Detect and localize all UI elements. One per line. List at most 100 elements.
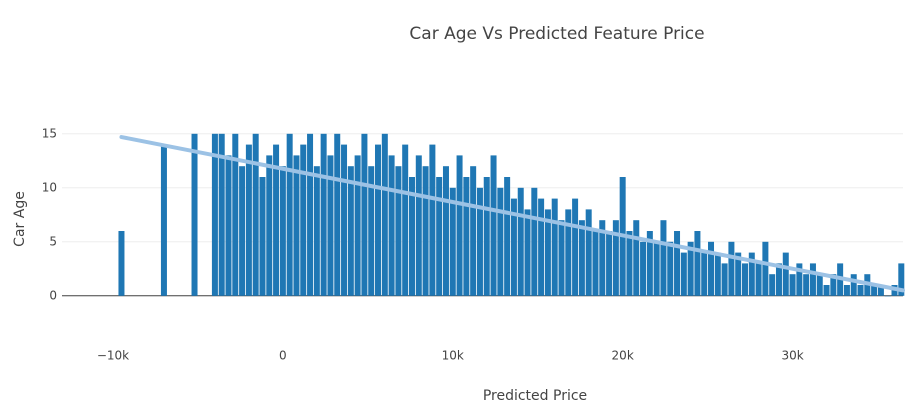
y-tick-label: 10: [42, 180, 57, 194]
bar: [531, 187, 538, 296]
bar: [313, 166, 320, 296]
bar: [694, 231, 701, 296]
bar: [191, 133, 198, 296]
y-axis-title: Car Age: [12, 191, 28, 247]
bar: [823, 285, 830, 296]
bar: [449, 187, 456, 296]
bar: [273, 144, 280, 296]
bar: [871, 285, 878, 296]
bar: [118, 231, 125, 296]
bar: [748, 252, 755, 296]
bar: [517, 187, 524, 296]
bar: [245, 144, 252, 296]
bar: [843, 285, 850, 296]
bar: [388, 155, 395, 296]
bar: [320, 133, 327, 296]
bar: [708, 241, 715, 296]
bar: [606, 231, 613, 296]
bar: [735, 252, 742, 296]
x-tick-label: −10k: [97, 349, 129, 363]
bar: [551, 198, 558, 296]
bar: [266, 155, 273, 296]
bar: [429, 144, 436, 296]
bar: [714, 252, 721, 296]
bar: [701, 252, 708, 296]
bar: [402, 144, 409, 296]
y-tick-label: 5: [49, 234, 57, 248]
bar: [782, 252, 789, 296]
bar: [796, 263, 803, 296]
bar: [504, 177, 511, 296]
bar: [456, 155, 463, 296]
bar: [524, 209, 531, 296]
bar: [803, 274, 810, 296]
bar: [347, 166, 354, 296]
bar: [368, 166, 375, 296]
bar: [279, 166, 286, 296]
bar: [769, 274, 776, 296]
bar: [307, 133, 314, 296]
y-tick-label: 15: [42, 126, 57, 140]
bar: [211, 133, 218, 296]
bar: [660, 220, 667, 296]
bar: [592, 231, 599, 296]
bar: [565, 209, 572, 296]
bar: [381, 133, 388, 296]
bar: [640, 241, 647, 296]
bar: [830, 274, 837, 296]
bar: [225, 155, 232, 296]
bar: [667, 241, 674, 296]
bar: [816, 274, 823, 296]
bar: [354, 155, 361, 296]
bar: [510, 198, 517, 296]
bar: [572, 198, 579, 296]
bar: [653, 241, 660, 296]
bar: [687, 241, 694, 296]
bar: [538, 198, 545, 296]
bar: [497, 187, 504, 296]
bar: [293, 155, 300, 296]
bar: [585, 209, 592, 296]
bar: [775, 263, 782, 296]
bar: [232, 133, 239, 296]
x-tick-label: 10k: [442, 349, 464, 363]
bar: [721, 263, 728, 296]
bar: [160, 144, 167, 296]
bar: [334, 133, 341, 296]
trend-line: [119, 135, 905, 293]
bar: [422, 166, 429, 296]
bar: [755, 263, 762, 296]
bar: [612, 220, 619, 296]
bar: [680, 252, 687, 296]
bar: [490, 155, 497, 296]
bar: [463, 177, 470, 296]
bar: [300, 144, 307, 296]
bar: [850, 274, 857, 296]
chart-title: Car Age Vs Predicted Feature Price: [409, 24, 704, 44]
bar: [558, 220, 565, 296]
bar: [728, 241, 735, 296]
bar: [395, 166, 402, 296]
x-axis-title: Predicted Price: [483, 388, 587, 404]
bar: [762, 241, 769, 296]
bar: [259, 177, 266, 296]
bar: [544, 209, 551, 296]
bar: [218, 133, 225, 296]
bar: [898, 263, 905, 296]
bar: [361, 133, 368, 296]
bar: [442, 166, 449, 296]
bar: [877, 285, 884, 296]
bar: [327, 155, 334, 296]
bar: [857, 285, 864, 296]
x-tick-label: 20k: [612, 349, 634, 363]
bar: [884, 295, 891, 297]
bar: [633, 220, 640, 296]
bar: [646, 231, 653, 296]
x-tick-label: 0: [279, 349, 287, 363]
bar: [626, 231, 633, 296]
bar: [789, 274, 796, 296]
bar: [408, 177, 415, 296]
bar: [415, 155, 422, 296]
